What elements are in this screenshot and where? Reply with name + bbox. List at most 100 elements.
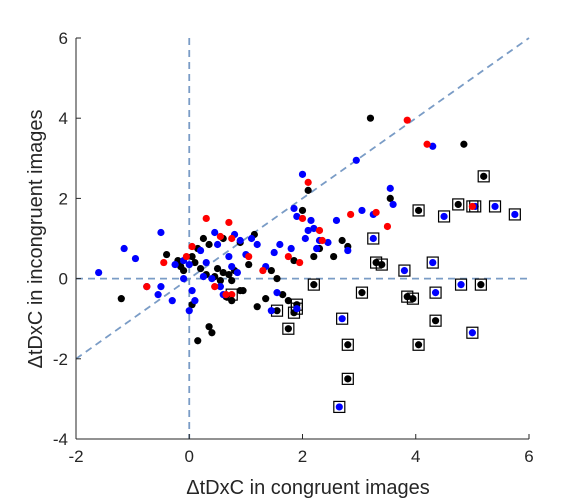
data-point-black: [245, 260, 253, 269]
data-point-black: [386, 194, 394, 202]
data-point-black: [304, 186, 312, 194]
boxed-point-frame: [412, 338, 425, 351]
boxed-point-frame: [375, 258, 388, 271]
data-point-red: [383, 222, 392, 231]
data-point-blue: [157, 228, 165, 237]
data-point-blue: [154, 291, 162, 299]
boxed-point-frame: [429, 314, 442, 327]
data-point-black: [228, 277, 236, 285]
data-point-blue: [267, 307, 275, 315]
boxed-point-frame: [452, 198, 465, 211]
data-point-black: [117, 295, 125, 303]
boxed-point-frame: [488, 200, 502, 213]
boxed-point: [344, 341, 352, 349]
boxed-point: [429, 258, 437, 267]
data-point-blue: [191, 297, 199, 305]
boxed-point: [414, 206, 423, 215]
data-point-red: [225, 218, 233, 227]
x-tick-label: -2: [68, 447, 83, 466]
data-point-black: [213, 264, 222, 273]
y-tick-label: 6: [59, 29, 68, 48]
data-point-black: [205, 240, 213, 249]
data-point-red: [222, 291, 230, 299]
data-point-blue: [120, 244, 128, 253]
data-point-blue: [293, 212, 301, 221]
boxed-point: [273, 307, 281, 315]
boxed-point: [431, 317, 440, 325]
boxed-point: [335, 403, 343, 411]
data-point-blue: [310, 224, 318, 233]
data-point-blue: [290, 204, 298, 213]
data-point-blue: [358, 206, 366, 215]
boxed-point-frame: [466, 326, 479, 339]
boxed-point-frame: [508, 208, 521, 221]
boxed-point-frame: [454, 278, 468, 291]
boxed-point-frame: [429, 286, 442, 299]
data-point-red: [403, 116, 411, 124]
data-point-blue: [236, 236, 244, 245]
data-point-blue: [179, 275, 188, 283]
data-point-red: [160, 258, 168, 267]
data-point-blue: [301, 234, 309, 243]
data-point-blue: [429, 142, 437, 150]
y-tick-label: -2: [53, 350, 68, 369]
boxed-point: [284, 325, 292, 333]
x-axis-label: ΔtDxC in congruent images: [186, 477, 429, 499]
y-tick-label: 2: [59, 189, 68, 208]
data-point-blue: [307, 216, 315, 225]
data-point-red: [372, 208, 380, 217]
data-point-black: [284, 297, 292, 305]
data-point-black: [239, 287, 247, 295]
data-point-blue: [171, 260, 179, 269]
data-point-blue: [95, 268, 103, 277]
data-point-black: [208, 329, 216, 337]
data-point-blue: [273, 289, 281, 297]
data-point-blue: [386, 184, 394, 192]
data-point-blue: [344, 246, 352, 255]
boxed-point-frame: [290, 302, 303, 315]
boxed-point-frame: [474, 278, 487, 291]
data-point-red: [143, 283, 151, 291]
boxed-point: [454, 200, 462, 209]
boxed-point-frame: [398, 264, 411, 277]
x-tick-label: 6: [524, 447, 533, 466]
data-point-black: [253, 303, 261, 311]
x-tick-label: 0: [185, 447, 194, 466]
data-point-blue: [270, 248, 278, 257]
data-point-black: [219, 268, 227, 277]
data-point-black: [225, 270, 233, 279]
data-point-blue: [199, 272, 208, 281]
data-point-blue: [188, 287, 196, 295]
boxed-point: [431, 289, 440, 297]
data-point-blue: [228, 262, 236, 271]
data-point-black: [310, 252, 318, 261]
data-point-blue: [352, 156, 360, 164]
boxed-point: [468, 329, 476, 337]
boxed-point: [400, 266, 409, 275]
data-point-black: [460, 140, 468, 148]
data-point-blue: [247, 234, 256, 243]
boxed-point: [477, 281, 485, 289]
data-point-blue: [168, 297, 176, 305]
data-point-red: [228, 234, 236, 243]
data-point-black: [330, 252, 338, 261]
data-point-red: [202, 214, 210, 223]
reference-lines: [75, 37, 530, 439]
boxed-point-frame: [466, 200, 479, 213]
data-point-blue: [253, 240, 261, 249]
y-tick-label: -4: [53, 430, 68, 449]
boxed-point: [480, 172, 488, 180]
data-point-blue: [157, 283, 165, 291]
data-point-black: [366, 114, 375, 122]
y-axis-label: ΔtDxC in incongruent images: [25, 109, 47, 368]
boxed-point-frame: [307, 278, 320, 291]
boxed-point: [414, 341, 423, 349]
data-point-red: [188, 242, 196, 251]
boxed-point: [358, 289, 366, 297]
data-point-blue: [389, 200, 397, 209]
boxed-point-frame: [333, 400, 346, 414]
boxed-point-frame: [355, 286, 369, 299]
data-point-red: [296, 258, 304, 267]
data-point-black: [205, 323, 213, 331]
data-point-black: [196, 264, 205, 273]
